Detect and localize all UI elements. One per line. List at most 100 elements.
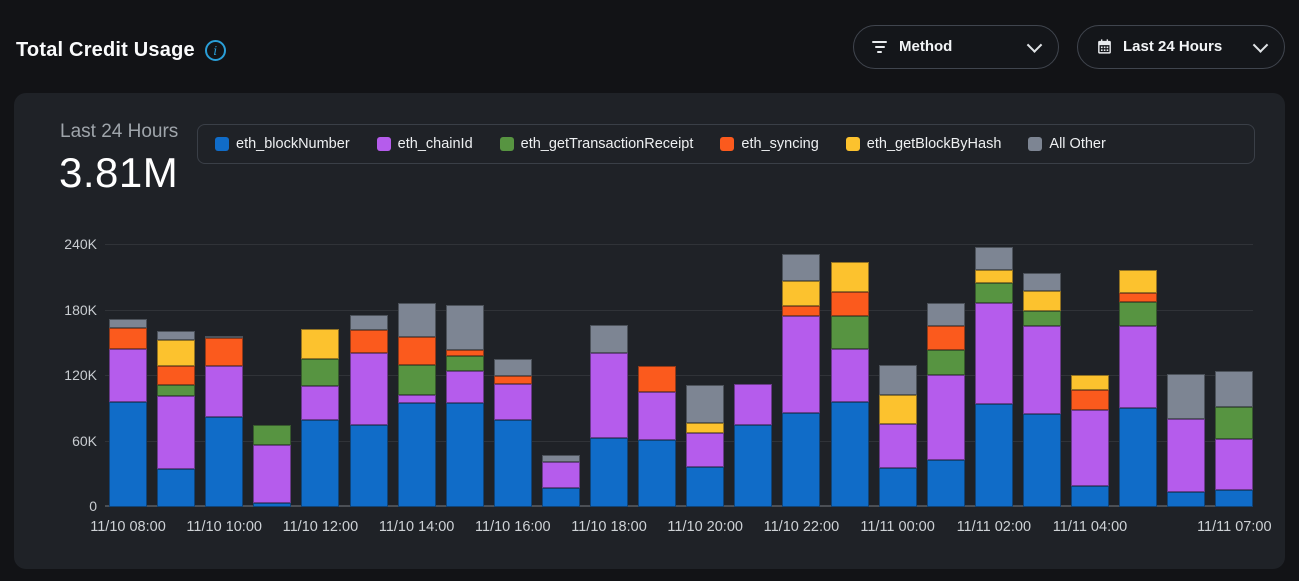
bar-segment-eth_chainId[interactable] [349, 353, 388, 426]
bar-segment-eth_chainId[interactable] [1119, 325, 1158, 408]
bar-segment-eth_blockNumber[interactable] [1071, 486, 1109, 507]
bar-segment-eth_chainId[interactable] [926, 374, 965, 461]
chart-bar[interactable] [445, 305, 484, 507]
bar-segment-eth_chainId[interactable] [109, 348, 147, 403]
bar-segment-eth_getTransactionReceipt[interactable] [157, 384, 196, 396]
legend-item-eth_syncing[interactable]: eth_syncing [720, 136, 819, 152]
bar-segment-eth_syncing[interactable] [926, 325, 965, 350]
chart-bar[interactable] [830, 262, 869, 507]
chart-bar[interactable] [638, 366, 677, 507]
bar-segment-eth_chainId[interactable] [397, 394, 436, 404]
bar-segment-eth_getTransactionReceipt[interactable] [1022, 310, 1061, 326]
bar-segment-eth_getTransactionReceipt[interactable] [926, 349, 965, 375]
chart-bar[interactable] [1022, 273, 1061, 507]
bar-segment-eth_getBlockByHash[interactable] [686, 422, 725, 433]
bar-segment-eth_chainId[interactable] [830, 348, 869, 403]
chart-bar[interactable] [109, 319, 147, 507]
bar-segment-eth_chainId[interactable] [1167, 418, 1206, 492]
legend-item-eth_getBlockByHash[interactable]: eth_getBlockByHash [845, 136, 1001, 152]
bar-segment-eth_syncing[interactable] [1119, 293, 1158, 302]
chart-bar[interactable] [1119, 270, 1158, 507]
bar-segment-eth_blockNumber[interactable] [493, 419, 532, 507]
bar-segment-All Other[interactable] [397, 302, 436, 337]
bar-segment-eth_blockNumber[interactable] [445, 403, 484, 507]
bar-segment-eth_getTransactionReceipt[interactable] [445, 356, 484, 371]
bar-segment-All Other[interactable] [686, 384, 725, 423]
bar-segment-eth_blockNumber[interactable] [590, 438, 628, 507]
bar-segment-eth_getTransactionReceipt[interactable] [253, 425, 292, 445]
bar-segment-eth_blockNumber[interactable] [782, 413, 821, 507]
bar-segment-eth_getBlockByHash[interactable] [301, 329, 340, 359]
chart-bar[interactable] [397, 302, 436, 507]
bar-segment-eth_getBlockByHash[interactable] [830, 262, 869, 292]
chart-bar[interactable] [734, 383, 773, 507]
bar-segment-eth_syncing[interactable] [157, 366, 196, 385]
bar-segment-eth_getBlockByHash[interactable] [1071, 374, 1109, 391]
bar-segment-eth_chainId[interactable] [493, 383, 532, 420]
bar-segment-eth_chainId[interactable] [1071, 409, 1109, 487]
bar-segment-eth_chainId[interactable] [205, 366, 244, 418]
bar-segment-eth_blockNumber[interactable] [157, 468, 196, 507]
bar-segment-All Other[interactable] [878, 365, 917, 395]
chart-bar[interactable] [782, 253, 821, 507]
bar-segment-eth_chainId[interactable] [301, 385, 340, 420]
bar-segment-eth_chainId[interactable] [1215, 439, 1254, 490]
chart-bar[interactable] [253, 425, 292, 507]
bar-segment-eth_syncing[interactable] [1071, 390, 1109, 410]
bar-segment-eth_getTransactionReceipt[interactable] [974, 283, 1013, 303]
bar-segment-eth_blockNumber[interactable] [926, 460, 965, 507]
bar-segment-eth_chainId[interactable] [878, 424, 917, 468]
bar-segment-eth_syncing[interactable] [493, 376, 532, 384]
bar-segment-eth_blockNumber[interactable] [1119, 407, 1158, 507]
bar-segment-eth_syncing[interactable] [109, 327, 147, 349]
bar-segment-eth_syncing[interactable] [638, 366, 677, 393]
bar-segment-All Other[interactable] [493, 358, 532, 377]
chart-bar[interactable] [686, 384, 725, 507]
bar-segment-eth_chainId[interactable] [541, 462, 580, 489]
chart-bar[interactable] [493, 358, 532, 507]
bar-segment-eth_blockNumber[interactable] [1215, 489, 1254, 507]
bar-segment-eth_blockNumber[interactable] [349, 425, 388, 507]
bar-segment-eth_blockNumber[interactable] [253, 502, 292, 507]
chart-bar[interactable] [590, 324, 628, 507]
legend-item-eth_chainId[interactable]: eth_chainId [376, 136, 473, 152]
bar-segment-eth_blockNumber[interactable] [205, 417, 244, 507]
bar-segment-eth_chainId[interactable] [157, 395, 196, 469]
bar-segment-eth_chainId[interactable] [638, 392, 677, 441]
bar-segment-eth_blockNumber[interactable] [301, 419, 340, 507]
bar-segment-eth_blockNumber[interactable] [397, 403, 436, 507]
legend-item-All Other[interactable]: All Other [1028, 136, 1106, 152]
bar-segment-eth_chainId[interactable] [253, 444, 292, 503]
bar-segment-All Other[interactable] [590, 324, 628, 354]
bar-segment-eth_blockNumber[interactable] [878, 467, 917, 507]
time-range-button[interactable]: Last 24 Hours [1077, 24, 1285, 69]
legend-item-eth_getTransactionReceipt[interactable]: eth_getTransactionReceipt [499, 136, 693, 152]
bar-segment-All Other[interactable] [349, 314, 388, 331]
bar-segment-All Other[interactable] [974, 247, 1013, 271]
bar-segment-All Other[interactable] [541, 454, 580, 463]
bar-segment-eth_getBlockByHash[interactable] [1022, 290, 1061, 311]
bar-segment-eth_blockNumber[interactable] [686, 466, 725, 507]
bar-segment-eth_chainId[interactable] [1022, 325, 1061, 415]
bar-segment-eth_blockNumber[interactable] [1022, 414, 1061, 507]
bar-segment-eth_getBlockByHash[interactable] [157, 340, 196, 367]
bar-segment-eth_syncing[interactable] [445, 349, 484, 357]
bar-segment-All Other[interactable] [1167, 373, 1206, 419]
method-filter-button[interactable]: Method [853, 24, 1059, 69]
chart-bar[interactable] [1167, 373, 1206, 507]
chart-bar[interactable] [878, 365, 917, 507]
chart-bar[interactable] [301, 329, 340, 507]
bar-segment-eth_blockNumber[interactable] [734, 425, 773, 507]
bar-segment-eth_getBlockByHash[interactable] [974, 270, 1013, 284]
chart-bar[interactable] [157, 331, 196, 507]
bar-segment-All Other[interactable] [1022, 273, 1061, 291]
bar-segment-All Other[interactable] [109, 319, 147, 328]
chart-bar[interactable] [349, 314, 388, 507]
bar-segment-eth_syncing[interactable] [349, 330, 388, 354]
chart-bar[interactable] [541, 454, 580, 507]
bar-segment-eth_blockNumber[interactable] [974, 404, 1013, 507]
chart-bar[interactable] [205, 335, 244, 507]
bar-segment-eth_chainId[interactable] [734, 383, 773, 426]
bar-segment-eth_getBlockByHash[interactable] [1119, 270, 1158, 294]
bar-segment-eth_chainId[interactable] [782, 315, 821, 414]
